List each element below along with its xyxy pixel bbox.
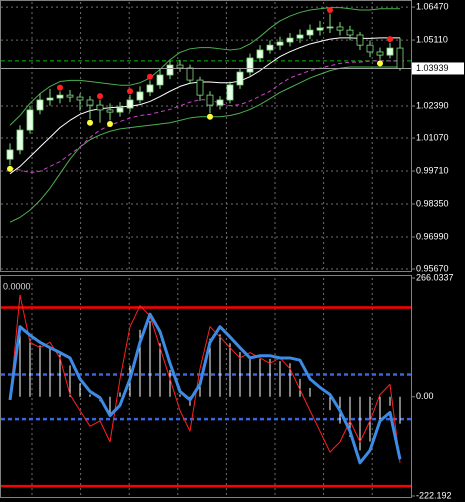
y-tick-label: 1.05110: [416, 34, 448, 44]
candle-body: [376, 51, 384, 56]
candle-body: [66, 94, 74, 98]
candle-body: [96, 104, 104, 111]
current-price-box: [412, 62, 464, 75]
candle-body: [256, 49, 264, 59]
candle-body: [366, 44, 374, 53]
indicator-line: [9, 294, 401, 463]
current-price-label: 1.03939: [416, 63, 449, 73]
candle-body: [236, 71, 244, 86]
candle-body: [396, 47, 404, 69]
fractal-down: [377, 60, 383, 67]
y-tick-label: 266.0337: [416, 272, 454, 282]
fractal-up: [147, 73, 153, 80]
candle-body: [296, 34, 304, 39]
y-tick-label: 1.06470: [416, 1, 449, 11]
indicator-pane-border: [0, 275, 412, 498]
y-tick-label: 0.99710: [416, 165, 449, 175]
candle-body: [386, 47, 394, 56]
main-pane-border: [0, 0, 412, 272]
y-tick-label: 0.95670: [416, 263, 449, 273]
candle-body: [106, 109, 114, 113]
candle-body: [176, 64, 184, 69]
candle-body: [346, 29, 354, 36]
y-tick-label: 0.98350: [416, 198, 449, 208]
fractal-down: [7, 165, 13, 172]
indicator-line: [9, 60, 400, 174]
y-tick-label: 0.00: [416, 391, 434, 401]
y-tick-label: 1.01070: [416, 132, 449, 142]
indicator-label: 0.0000: [3, 281, 31, 291]
candle-body: [136, 91, 144, 101]
candle-body: [266, 44, 274, 51]
fractal-down: [107, 120, 113, 127]
candle-body: [56, 94, 64, 99]
indicator-line: [8, 312, 402, 465]
candle-body: [196, 79, 204, 96]
fractal-up: [97, 93, 103, 100]
candle-body: [246, 57, 254, 73]
fractal-up: [127, 88, 133, 95]
candle-body: [86, 99, 94, 106]
candle-body: [206, 94, 214, 106]
fractal-down: [87, 119, 93, 126]
candle-body: [276, 41, 284, 46]
candle-body: [156, 74, 164, 86]
candle-body: [166, 64, 174, 76]
y-tick-label: 0.96990: [416, 231, 449, 241]
candle-body: [126, 99, 134, 109]
indicator-line: [9, 37, 400, 175]
candle-body: [36, 99, 44, 111]
candle-body: [336, 26, 344, 31]
fractal-up: [327, 7, 333, 14]
candle-body: [326, 26, 334, 29]
candle-body: [16, 129, 24, 151]
candle-body: [6, 149, 14, 160]
candle-body: [116, 107, 124, 113]
fractal-down: [207, 113, 213, 120]
indicator-line: [9, 7, 400, 126]
candle-body: [76, 96, 84, 101]
y-tick-label: -222.192: [416, 490, 452, 500]
candle-body: [26, 109, 34, 131]
candle-body: [186, 67, 194, 81]
candle-body: [226, 84, 234, 101]
indicator-line: [9, 66, 400, 223]
candle-body: [286, 37, 294, 43]
candle-body: [306, 29, 314, 36]
fractal-up: [57, 84, 63, 91]
candle-body: [146, 84, 154, 93]
candle-body: [316, 27, 324, 31]
candle-body: [216, 99, 224, 106]
candle-body: [356, 34, 364, 46]
fractal-up: [387, 36, 393, 43]
y-tick-label: 1.02390: [416, 100, 449, 110]
candle-body: [46, 97, 54, 101]
